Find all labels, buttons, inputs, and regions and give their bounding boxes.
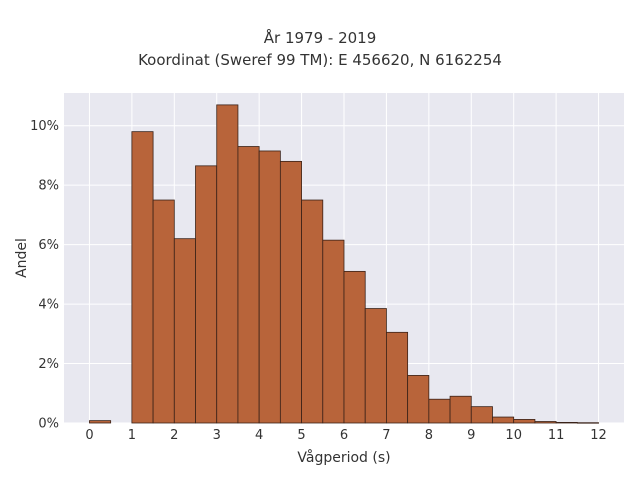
chart-subtitle: Koordinat (Sweref 99 TM): E 456620, N 61… [138, 51, 502, 69]
x-tick-label: 11 [548, 428, 565, 443]
y-tick-label: 0% [38, 417, 59, 432]
histogram-bar [407, 375, 430, 424]
y-axis-ticks: 0% 2% 4% 6% 8% 10% [30, 119, 59, 431]
x-tick-label: 7 [382, 428, 390, 443]
y-tick-label: 2% [38, 357, 59, 372]
histogram-bar [470, 406, 493, 424]
histogram-bar [301, 199, 324, 424]
histogram-bar [513, 419, 536, 424]
histogram-bar [364, 308, 387, 424]
histogram-bar [428, 398, 451, 424]
chart-title: År 1979 - 2019 [263, 29, 377, 47]
histogram-bar [534, 421, 557, 424]
histogram-bar [131, 131, 154, 424]
histogram-bar [576, 422, 599, 424]
histogram-bar [195, 165, 218, 424]
histogram-bar [555, 422, 578, 424]
x-tick-label: 2 [170, 428, 178, 443]
x-tick-label: 6 [340, 428, 348, 443]
x-tick-label: 3 [213, 428, 221, 443]
histogram-bar [152, 199, 175, 424]
x-axis-label: Vågperiod (s) [297, 449, 390, 466]
histogram-bar [216, 104, 239, 424]
histogram-bar [322, 239, 345, 424]
y-tick-label: 10% [30, 119, 59, 134]
bars [89, 104, 599, 424]
x-tick-label: 9 [467, 428, 475, 443]
y-tick-label: 8% [38, 179, 59, 194]
x-axis-ticks: 0 1 2 3 4 5 6 7 8 9 10 11 12 [85, 428, 607, 443]
histogram-bar [258, 150, 281, 424]
histogram-bar [279, 160, 302, 424]
x-tick-label: 10 [505, 428, 522, 443]
histogram-bar [89, 420, 112, 424]
histogram-bar [386, 331, 409, 424]
x-tick-label: 12 [590, 428, 607, 443]
x-tick-label: 5 [297, 428, 305, 443]
y-tick-label: 6% [38, 238, 59, 253]
histogram-bar [237, 146, 260, 424]
histogram-bar [449, 395, 472, 424]
histogram-bar [343, 270, 366, 424]
x-tick-label: 0 [85, 428, 93, 443]
y-tick-label: 4% [38, 298, 59, 313]
y-axis-label: Andel [14, 238, 30, 278]
histogram-bar [492, 416, 515, 424]
x-tick-label: 1 [128, 428, 136, 443]
histogram-bar [173, 238, 196, 424]
x-tick-label: 4 [255, 428, 263, 443]
x-tick-label: 8 [425, 428, 433, 443]
